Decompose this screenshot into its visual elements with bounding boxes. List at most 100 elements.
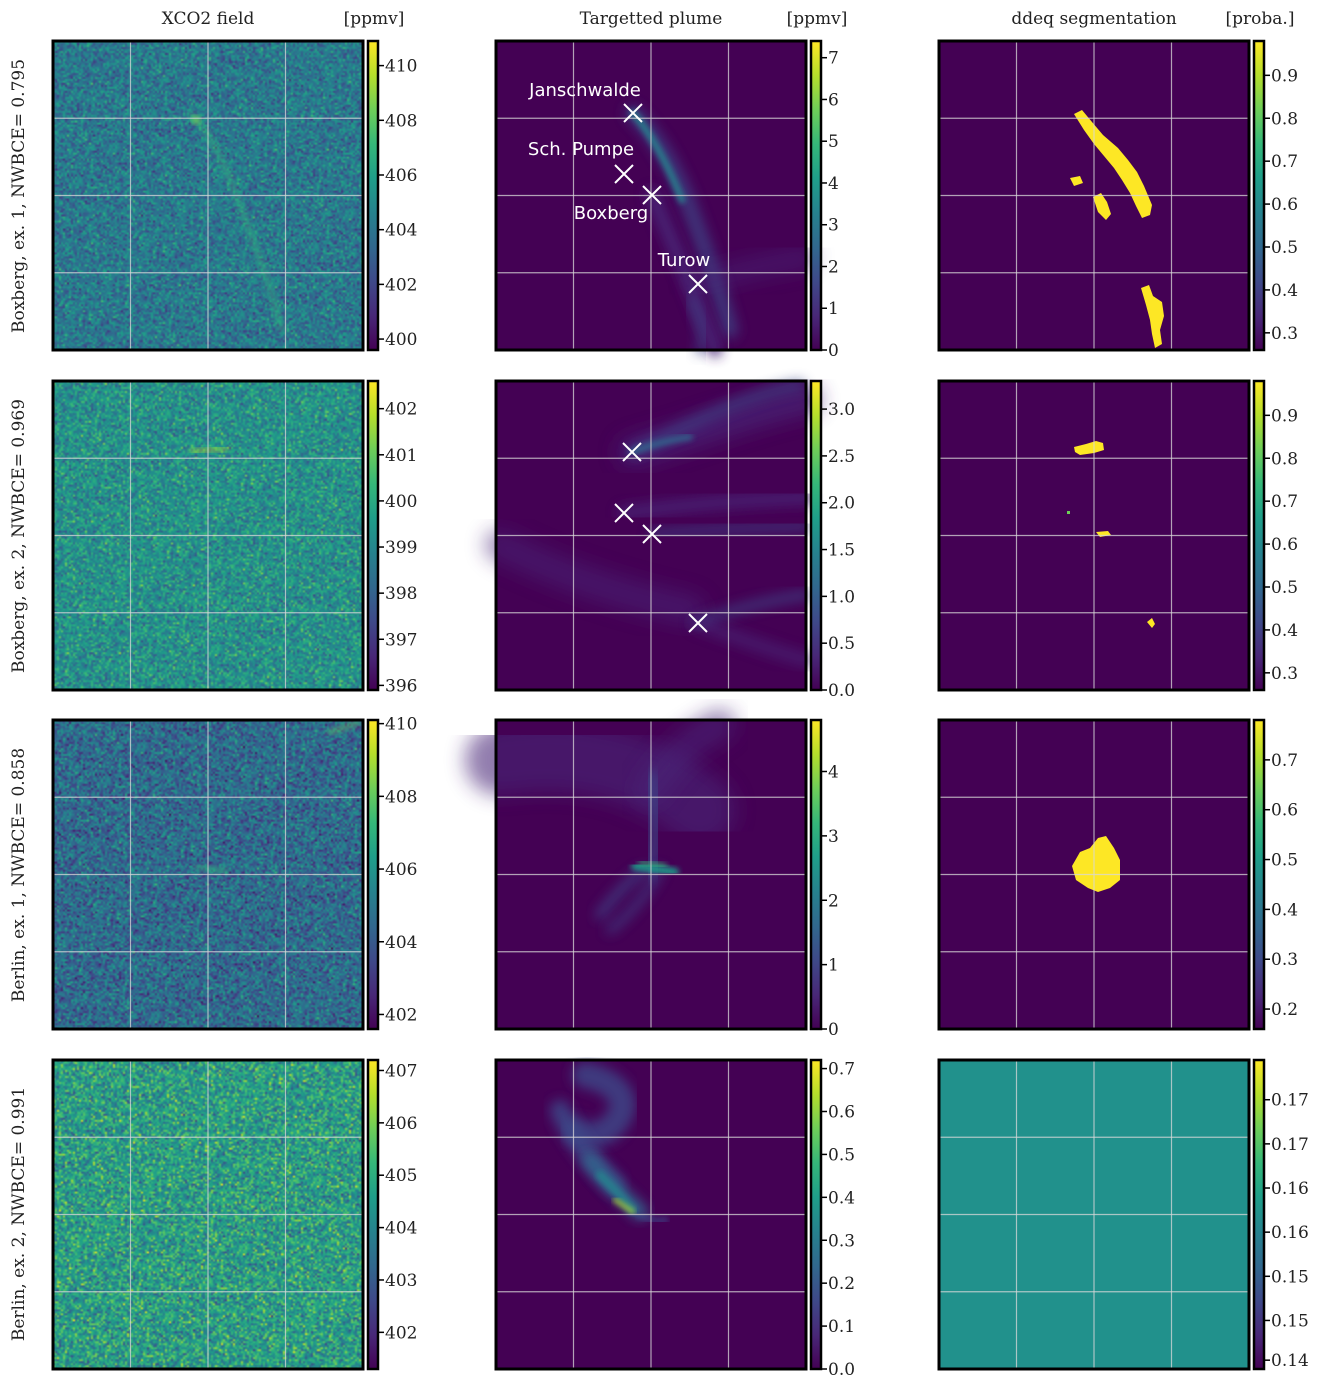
colorbar-tick-label: 0.7 [828, 1060, 855, 1080]
grid-lines [496, 720, 806, 1029]
colorbar-tick-label: 402 [385, 400, 417, 420]
colorbar-tick-label: 0.5 [1271, 851, 1298, 871]
colorbar-tick-label: 408 [385, 111, 417, 131]
grid-lines [939, 720, 1249, 1029]
colorbar: 0.3 0.4 0.5 0.6 0.7 0.8 0.9 [1252, 39, 1298, 352]
colorbar-tick-label: 1 [828, 299, 839, 319]
colorbar-gradient [1252, 1058, 1266, 1371]
seg-blob-bottom [1141, 285, 1164, 348]
colorbar-tick-label: 410 [385, 57, 417, 77]
colorbar-tick-label: 402 [385, 1323, 417, 1343]
colorbar-tick-label: 6 [828, 90, 839, 110]
source-label-janschwalde: Janschwalde [528, 80, 641, 101]
colorbar: 0 1 2 3 4 [809, 718, 839, 1040]
panel-frame [494, 39, 808, 352]
colorbar-tick-label: 406 [385, 860, 417, 880]
seg-blob-top [1074, 441, 1104, 455]
colorbar: 0.14 0.15 0.15 0.16 0.16 0.17 0.17 [1252, 1058, 1309, 1371]
colorbar-tick-label: 406 [385, 166, 417, 186]
xco2-plume-overlay [194, 720, 361, 875]
colorbar-gradient [809, 39, 823, 352]
colorbar-gradient [1252, 718, 1266, 1031]
marker-boxberg [642, 185, 662, 205]
colorbar-tick-label: 405 [385, 1166, 417, 1186]
colorbar-tick-label: 0.9 [1271, 66, 1298, 86]
colorbar-gradient [366, 39, 380, 352]
colorbar: 396 397 398 399 400 401 402 [366, 379, 417, 696]
panel-xco2-boxberg-1 [51, 39, 365, 352]
colorbar-tick-label: 0.14 [1271, 1351, 1309, 1371]
colorbar-tick-label: 0.6 [828, 1103, 855, 1123]
colorbar-tick-label: 396 [385, 676, 417, 696]
colorbar: 0.3 0.4 0.5 0.6 0.7 0.8 0.9 [1252, 379, 1298, 692]
colorbar-tick-label: 2.0 [828, 494, 855, 514]
colorbar-tick-label: 0.6 [1271, 535, 1298, 555]
colorbar-tick-label: 398 [385, 584, 417, 604]
colorbar-tick-label: 0.6 [1271, 801, 1298, 821]
colorbar-tick-label: 0.1 [828, 1317, 855, 1337]
colorbar-tick-label: 0.5 [1271, 238, 1298, 258]
colorbar-gradient [809, 1058, 823, 1371]
colorbar-tick-label: 1.0 [828, 587, 855, 607]
colorbar-tick-label: 0.15 [1271, 1311, 1309, 1331]
row-label-2: Boxberg, ex. 2, NWBCE= 0.969 [9, 399, 29, 673]
colorbar-gradient [1252, 379, 1266, 692]
colorbar-tick-label: 404 [385, 221, 417, 241]
panel-frame [51, 379, 365, 692]
panel-frame [51, 718, 365, 1031]
col-title-xco2: XCO2 field [162, 9, 255, 29]
colorbar-tick-label: 0.5 [828, 634, 855, 654]
panel-plume-boxberg-1: Janschwalde Sch. Pumpe Boxberg Turow [494, 39, 815, 357]
colorbar-tick-label: 0.5 [828, 1145, 855, 1165]
colorbar-tick-label: 404 [385, 933, 417, 953]
source-label-boxberg: Boxberg [574, 203, 648, 224]
colorbar-gradient [366, 1058, 380, 1371]
panel-xco2-boxberg-2 [51, 379, 365, 692]
colorbar-tick-label: 2.5 [828, 447, 855, 467]
colorbar-gradient [1252, 39, 1266, 352]
panel-plume-berlin-2 [494, 1058, 808, 1371]
colorbar-tick-label: 397 [385, 630, 417, 650]
marker-turow [688, 274, 708, 294]
col-unit-xco2: [ppmv] [344, 9, 405, 29]
colorbar: 402 403 404 405 406 407 [366, 1058, 417, 1371]
colorbar-tick-label: 0.6 [1271, 195, 1298, 215]
colorbar-tick-label: 0.2 [1271, 1000, 1298, 1020]
colorbar-tick-label: 0.3 [1271, 950, 1298, 970]
colorbar-tick-label: 0.0 [828, 681, 855, 701]
colorbar-tick-label: 5 [828, 132, 839, 152]
colorbar-tick-label: 407 [385, 1061, 417, 1081]
colorbar-tick-label: 0 [828, 341, 839, 361]
grid-lines [939, 1060, 1249, 1369]
colorbar-tick-label: 2 [828, 257, 839, 277]
grid-lines [939, 381, 1249, 690]
seg-blob-bottom [1147, 618, 1155, 628]
colorbar-tick-label: 0.4 [1271, 621, 1298, 641]
panel-plume-boxberg-2 [485, 379, 820, 692]
colorbars: 400402404406408410012345670.30.40.50.60.… [366, 39, 1309, 1380]
colorbar-tick-label: 0.8 [1271, 109, 1298, 129]
colorbar-tick-label: 402 [385, 1005, 417, 1025]
grid-lines [53, 41, 363, 350]
colorbar-tick-label: 0.17 [1271, 1091, 1309, 1111]
colorbar: 0.0 0.5 1.0 1.5 2.0 2.5 3.0 [809, 379, 855, 701]
panel-xco2-berlin-2 [51, 1058, 365, 1371]
col-title-segmentation: ddeq segmentation [1011, 9, 1176, 29]
marker-turow [688, 613, 708, 633]
colorbar-tick-label: 0.15 [1271, 1267, 1309, 1287]
colorbar-tick-label: 0.8 [1271, 449, 1298, 469]
seg-blob-berlin [1072, 836, 1120, 892]
colorbar-tick-label: 0.7 [1271, 751, 1298, 771]
colorbar-tick-label: 0.5 [1271, 578, 1298, 598]
marker-janschwalde [622, 442, 642, 462]
grid-lines [939, 41, 1249, 350]
colorbar-tick-label: 3.0 [828, 400, 855, 420]
row-label-3: Berlin, ex. 1, NWBCE= 0.858 [9, 748, 29, 1002]
panel-frame [937, 1058, 1251, 1371]
panel-frame [937, 39, 1251, 352]
marker-boxberg [642, 524, 662, 544]
colorbar-tick-label: 7 [828, 49, 839, 69]
colorbar-tick-label: 0.16 [1271, 1179, 1309, 1199]
marker-sch-pumpe [614, 503, 634, 523]
